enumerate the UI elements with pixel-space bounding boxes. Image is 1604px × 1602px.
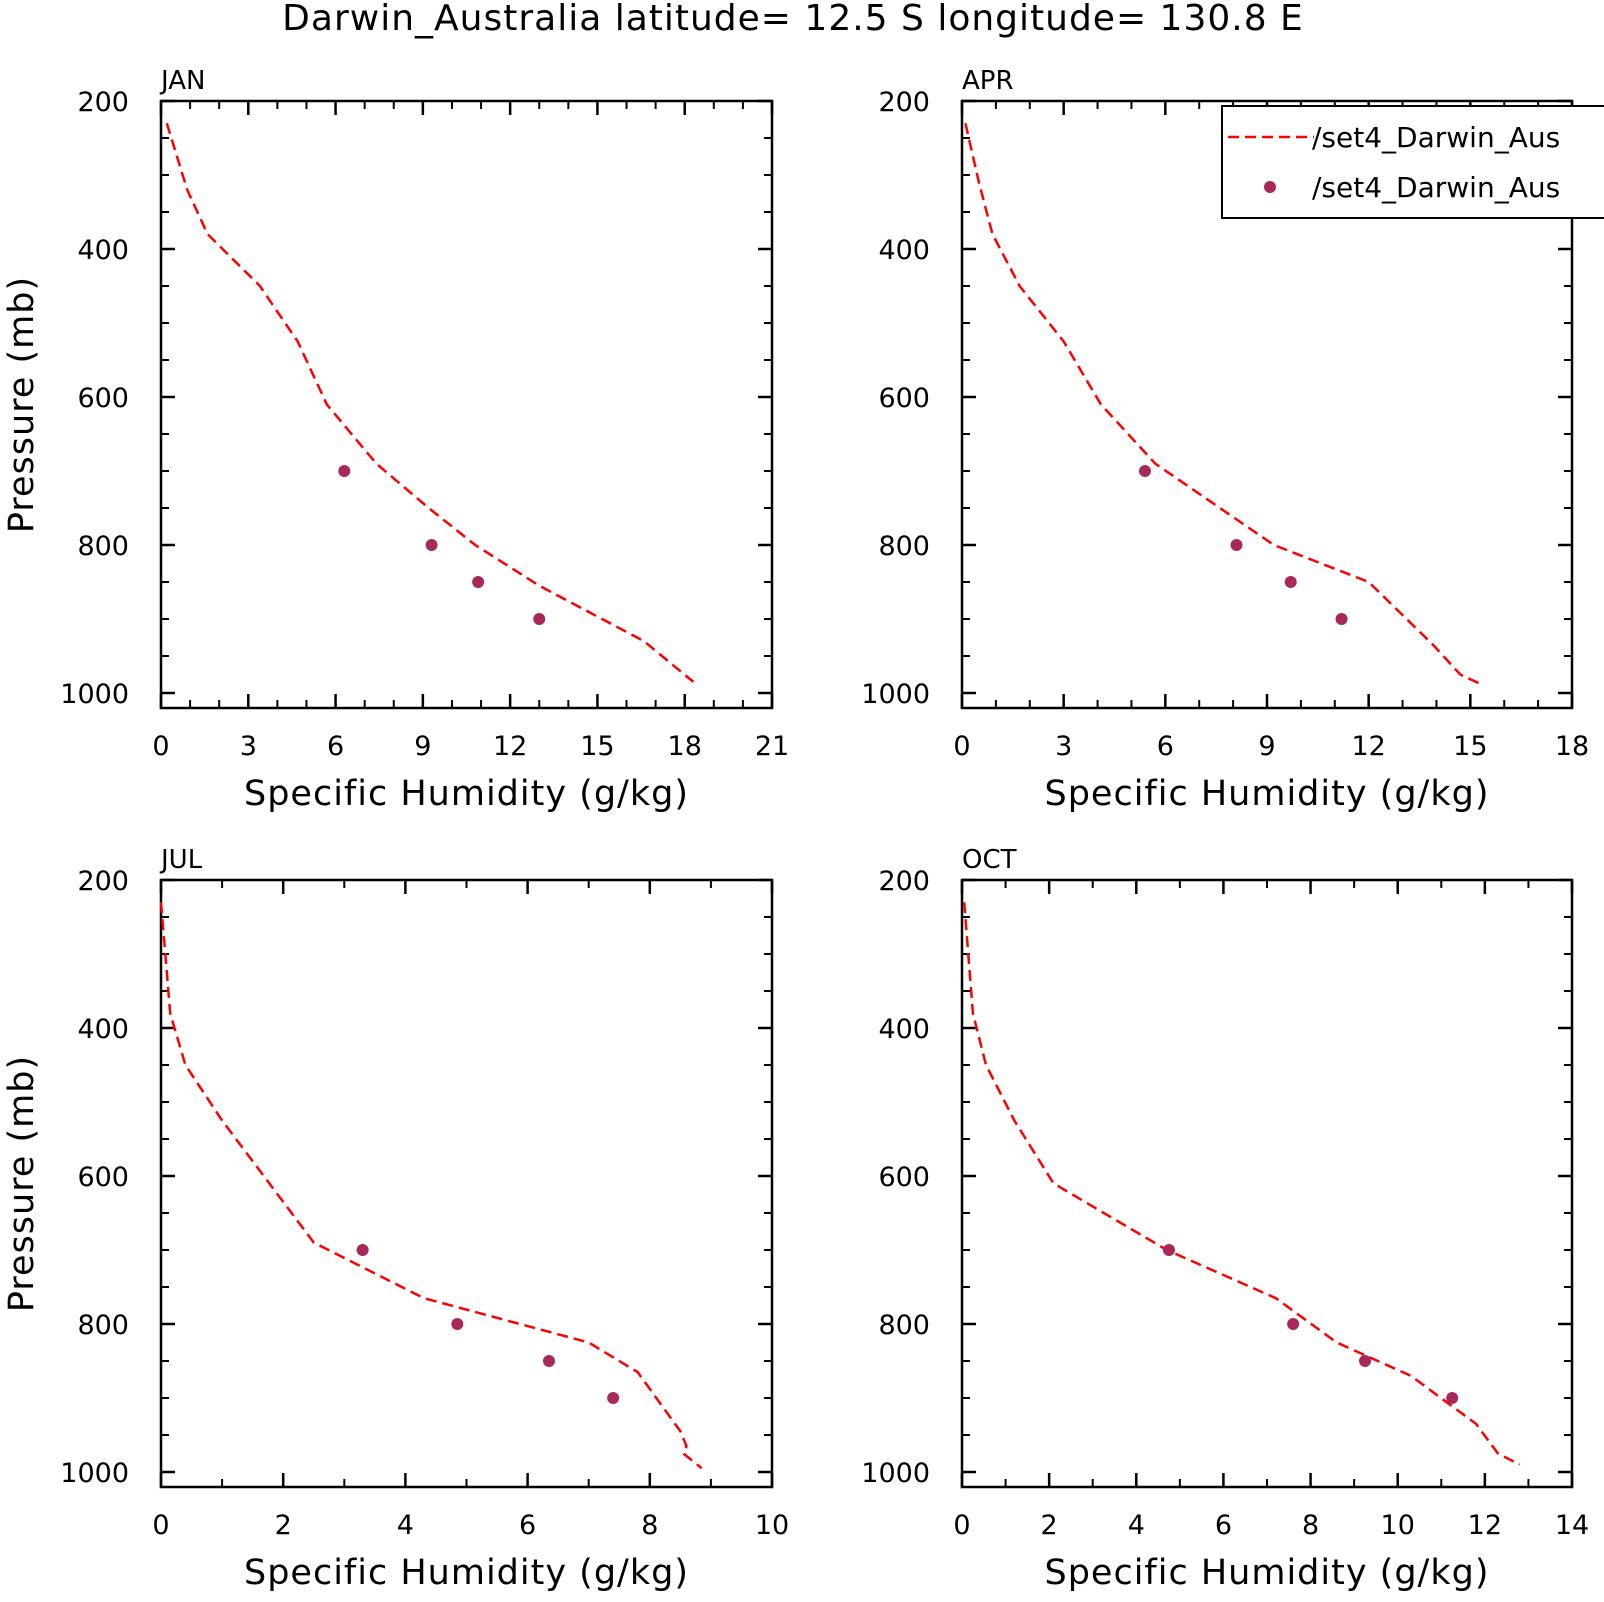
legend-entry-model: /set4_Darwin_Aus <box>1312 121 1560 154</box>
x-axis-label: Specific Humidity (g/kg) <box>1045 774 1490 814</box>
x-tick-label: 14 <box>1555 1510 1589 1541</box>
panel-label: APR <box>962 66 1014 96</box>
figure-title: Darwin_Australia latitude= 12.5 S longit… <box>282 0 1304 39</box>
x-tick-label: 12 <box>1468 1510 1502 1541</box>
obs-point <box>356 1244 369 1256</box>
obs-point <box>472 576 485 588</box>
panel-apr: APR 0 3 6 9 12 15 18 200 400 600 800 1000 Specific Hu… <box>861 66 1589 814</box>
y-tick-label: 600 <box>77 383 129 414</box>
panel-oct: OCT 0 2 4 6 8 10 12 14 200 400 600 800 1000 Specific H… <box>861 845 1589 1593</box>
x-tick-label: 2 <box>1041 1510 1058 1541</box>
x-tick-label: 10 <box>755 1510 789 1541</box>
y-tick-label: 400 <box>77 235 129 266</box>
x-tick-label: 21 <box>755 731 789 762</box>
x-tick-label: 0 <box>152 1510 169 1541</box>
y-tick-label: 800 <box>77 531 129 562</box>
x-axis-label: Specific Humidity (g/kg) <box>1045 1553 1490 1593</box>
obs-point <box>1359 1355 1372 1367</box>
y-tick-label: 400 <box>878 235 930 266</box>
x-tick-label: 2 <box>275 1510 292 1541</box>
legend-entry-obs: /set4_Darwin_Aus <box>1312 171 1560 204</box>
y-tick-label: 600 <box>878 383 930 414</box>
panel-label: JUL <box>159 845 203 875</box>
legend-box <box>1221 105 1604 219</box>
obs-point <box>425 539 438 551</box>
obs-point <box>1284 576 1297 588</box>
obs-point <box>542 1355 555 1367</box>
model-profile-line <box>964 122 1485 687</box>
obs-point <box>1162 1244 1175 1256</box>
obs-point <box>338 465 351 477</box>
x-tick-label: 6 <box>519 1510 536 1541</box>
obs-point <box>1139 465 1151 477</box>
y-axis-label: Pressure (mb) <box>2 276 42 533</box>
y-tick-label: 200 <box>878 87 930 118</box>
y-tick-label: 800 <box>77 1310 129 1341</box>
x-tick-label: 3 <box>240 731 257 762</box>
y-tick-label: 1000 <box>60 679 129 710</box>
panel-label: JAN <box>159 66 205 96</box>
y-tick-label: 200 <box>878 866 930 897</box>
x-tick-label: 0 <box>953 1510 970 1541</box>
y-tick-label: 400 <box>77 1014 129 1045</box>
model-profile-line <box>159 902 703 1470</box>
obs-point <box>1287 1318 1300 1330</box>
y-tick-label: 600 <box>878 1162 930 1193</box>
panel-jul: JUL 0 2 4 6 8 10 200 400 600 800 1000 Specific Humid… <box>2 845 789 1593</box>
x-tick-label: 10 <box>1381 1510 1415 1541</box>
legend: /set4_Darwin_Aus/set4_Darwin_Aus <box>1221 105 1604 219</box>
y-tick-label: 800 <box>878 1310 930 1341</box>
x-tick-label: 6 <box>1157 731 1174 762</box>
x-tick-label: 3 <box>1055 731 1072 762</box>
y-tick-label: 400 <box>878 1014 930 1045</box>
obs-point <box>1335 613 1348 625</box>
y-axis-label: Pressure (mb) <box>2 1055 42 1312</box>
model-profile-line <box>165 122 695 683</box>
x-tick-label: 8 <box>641 1510 658 1541</box>
obs-point <box>451 1318 464 1330</box>
y-tick-label: 800 <box>878 531 930 562</box>
obs-point <box>1446 1392 1459 1404</box>
panel-jan: JAN 0 3 6 9 12 15 18 21 200 400 600 800 1000 Specific … <box>2 66 789 814</box>
x-tick-label: 15 <box>1453 731 1487 762</box>
y-tick-label: 600 <box>77 1162 129 1193</box>
obs-point <box>1230 539 1243 551</box>
x-axis-label: Specific Humidity (g/kg) <box>244 774 689 814</box>
x-tick-label: 12 <box>493 731 527 762</box>
x-tick-label: 4 <box>1128 1510 1145 1541</box>
x-tick-label: 8 <box>1302 1510 1319 1541</box>
y-tick-label: 1000 <box>861 679 930 710</box>
y-tick-label: 200 <box>77 87 129 118</box>
y-tick-label: 200 <box>77 866 129 897</box>
x-tick-label: 9 <box>414 731 431 762</box>
x-tick-label: 6 <box>1215 1510 1232 1541</box>
x-axis-label: Specific Humidity (g/kg) <box>244 1553 689 1593</box>
model-profile-line <box>962 902 1521 1466</box>
x-tick-label: 0 <box>953 731 970 762</box>
y-tick-label: 1000 <box>60 1458 129 1489</box>
x-tick-label: 18 <box>1555 731 1589 762</box>
x-tick-label: 18 <box>668 731 702 762</box>
panel-label: OCT <box>962 845 1017 875</box>
x-tick-label: 15 <box>580 731 614 762</box>
x-tick-label: 4 <box>397 1510 414 1541</box>
x-tick-label: 12 <box>1351 731 1385 762</box>
plot-frame <box>159 99 774 710</box>
x-tick-label: 6 <box>327 731 344 762</box>
obs-point <box>533 613 546 625</box>
x-tick-label: 0 <box>152 731 169 762</box>
obs-point <box>607 1392 620 1404</box>
x-tick-label: 9 <box>1258 731 1275 762</box>
legend-marker-swatch <box>1264 181 1276 193</box>
y-tick-label: 1000 <box>861 1458 930 1489</box>
